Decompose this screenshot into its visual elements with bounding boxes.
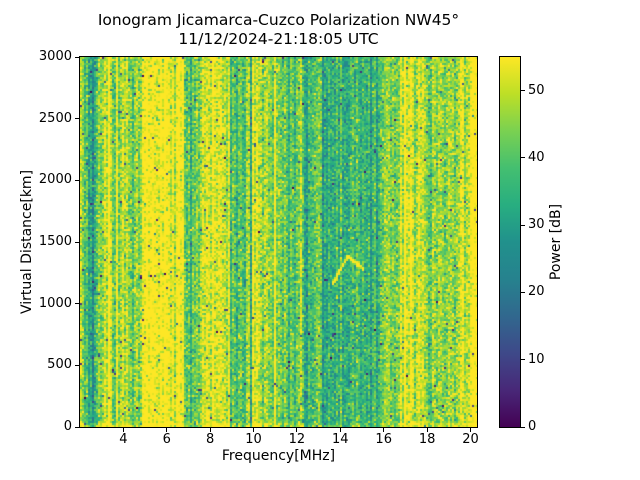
y-tick-label: 2500 [38, 110, 72, 126]
x-tick [383, 428, 385, 432]
x-tick-label: 6 [162, 432, 171, 447]
y-tick-label: 0 [63, 419, 72, 434]
colorbar-tick [521, 359, 525, 361]
x-tick-label: 12 [288, 432, 306, 447]
colorbar-tick [521, 157, 525, 159]
chart-title: Ionogram Jicamarca-Cuzco Polarization NW… [97, 11, 460, 29]
x-axis-label: Frequency[MHz] [221, 448, 336, 464]
y-tick [75, 56, 79, 58]
colorbar-tick-label: 20 [528, 284, 545, 300]
x-tick-label: 18 [418, 432, 436, 447]
chart-subtitle: 11/12/2024-21:18:05 UTC [178, 30, 379, 48]
x-tick-label: 8 [206, 432, 215, 447]
x-tick-label: 16 [375, 432, 392, 447]
y-tick-label: 2000 [38, 172, 72, 188]
x-tick-label: 20 [462, 432, 479, 447]
x-tick [122, 428, 124, 432]
x-tick [296, 428, 298, 432]
y-tick [75, 426, 79, 428]
y-tick [75, 364, 79, 366]
x-tick-label: 10 [245, 432, 262, 447]
y-tick-label: 500 [47, 357, 72, 373]
colorbar-tick-label: 50 [528, 82, 545, 98]
x-tick-label: 4 [119, 432, 128, 447]
colorbar-tick-label: 10 [528, 351, 545, 367]
y-tick [75, 303, 79, 305]
heatmap-canvas [80, 57, 477, 427]
y-tick [75, 241, 79, 243]
y-tick [75, 179, 79, 181]
colorbar-tick-label: 40 [528, 149, 545, 165]
colorbar-tick [521, 224, 525, 226]
colorbar-tick [521, 90, 525, 92]
x-tick [469, 428, 471, 432]
x-tick [426, 428, 428, 432]
chart-title-block: Ionogram Jicamarca-Cuzco Polarization NW… [80, 11, 477, 49]
x-tick [209, 428, 211, 432]
y-tick [75, 118, 79, 120]
x-tick [253, 428, 255, 432]
x-tick [166, 428, 168, 432]
colorbar-gradient [500, 57, 520, 427]
colorbar-tick [521, 426, 525, 428]
colorbar-tick-label: 30 [528, 217, 545, 233]
y-tick-label: 1000 [38, 295, 72, 311]
colorbar-tick [521, 291, 525, 293]
y-tick-label: 3000 [38, 49, 72, 64]
y-tick-label: 1500 [38, 234, 72, 249]
colorbar-tick-label: 0 [528, 419, 537, 434]
x-tick [339, 428, 341, 432]
x-tick-label: 14 [332, 432, 349, 447]
